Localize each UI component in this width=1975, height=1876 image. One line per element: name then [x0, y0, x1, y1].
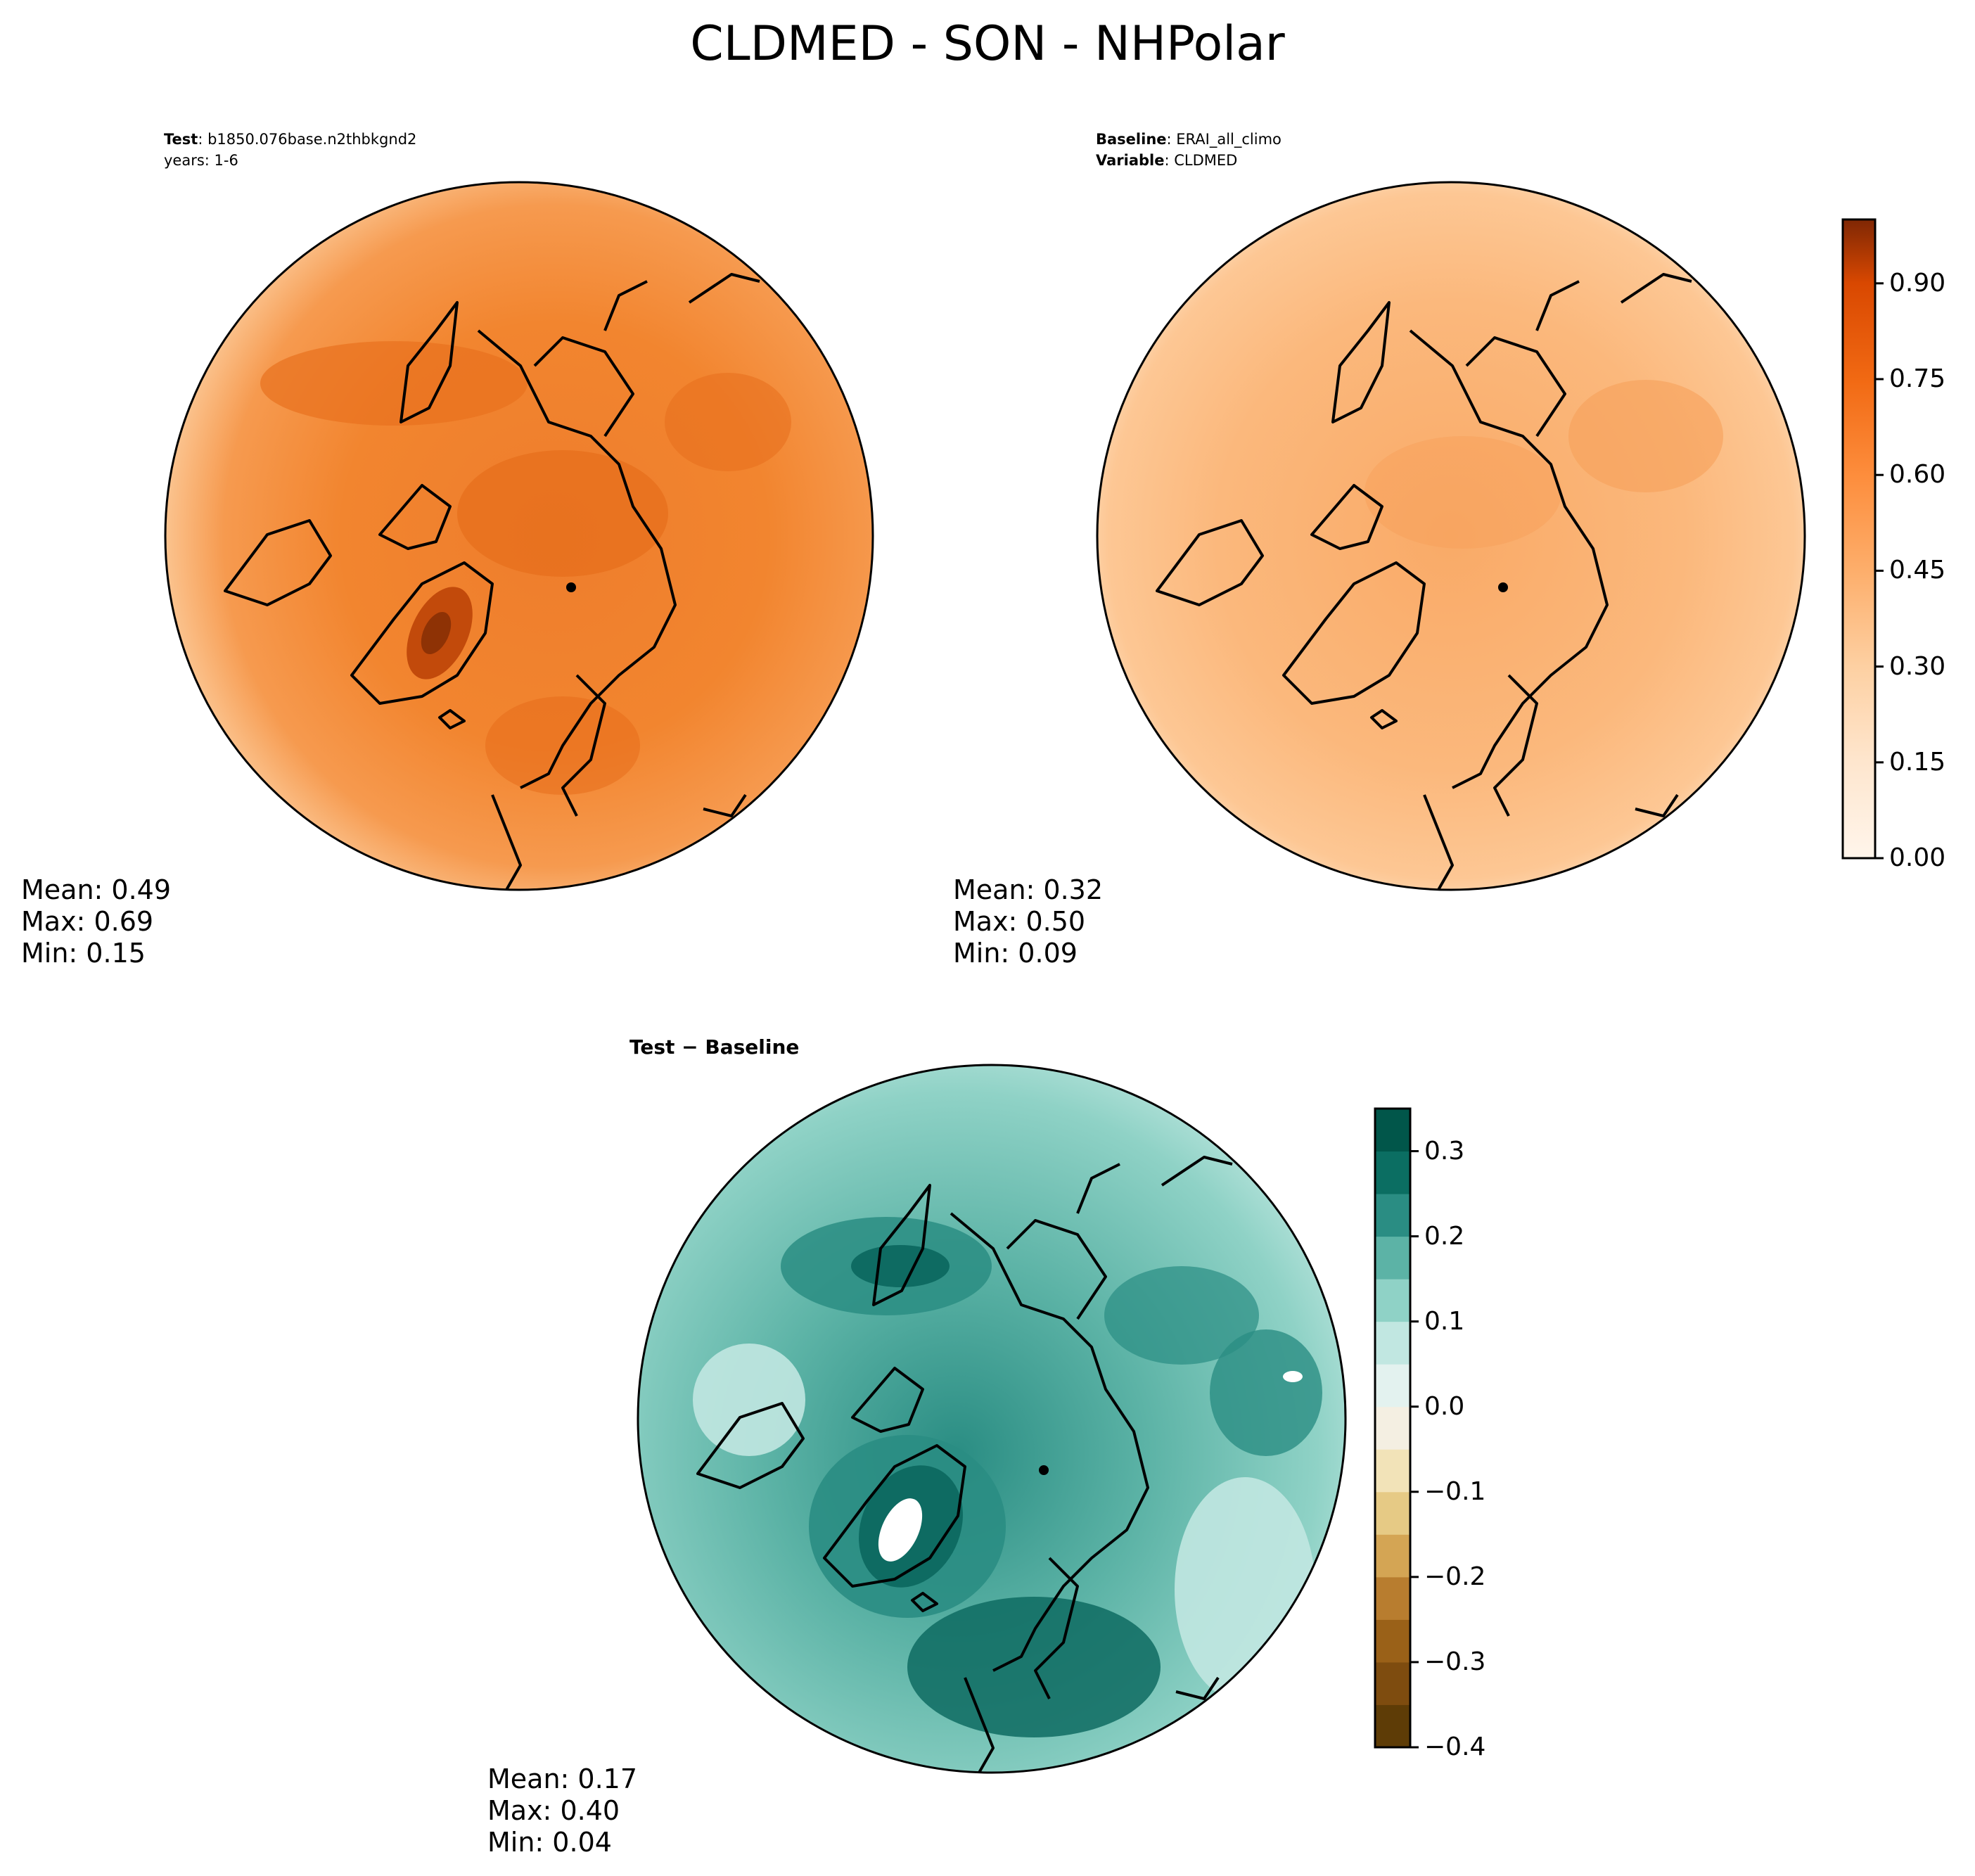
test-min: Min: 0.15	[21, 938, 146, 969]
difference-panel-header: Test − Baseline	[629, 1035, 800, 1059]
test-mean: Mean: 0.49	[21, 874, 172, 905]
variable-name: : CLDMED	[1164, 152, 1238, 169]
colorbar-tick-label: 0.2	[1424, 1221, 1465, 1251]
colorbar-tick-label: 0.3	[1424, 1136, 1465, 1166]
test-header-label: Test	[164, 131, 198, 148]
difference-map	[637, 1064, 1347, 1774]
variable-header-label: Variable	[1096, 152, 1165, 169]
colorbar-band	[1375, 1449, 1410, 1493]
colorbar-frame	[1374, 1107, 1412, 1749]
colorbar-tick-label: −0.2	[1424, 1562, 1486, 1591]
colorbar-tick-label: 0.75	[1889, 364, 1946, 393]
main-colorbar	[1841, 218, 1884, 860]
colorbar-tick-label: 0.1	[1424, 1306, 1465, 1336]
figure-title: CLDMED - SON - NHPolar	[690, 16, 1285, 72]
colorbar-band	[1375, 1491, 1410, 1535]
baseline-coastlines	[1156, 273, 1692, 890]
baseline-stats: Mean: 0.32 Max: 0.50 Min: 0.09	[953, 874, 1103, 969]
colorbar-tick-label: −0.1	[1424, 1476, 1486, 1506]
colorbar-band	[1375, 1109, 1410, 1152]
baseline-map-boundary	[1096, 181, 1806, 891]
colorbar-band	[1375, 1151, 1410, 1194]
colorbar-band	[1375, 1534, 1410, 1578]
difference-colorbar	[1374, 1107, 1419, 1749]
colorbar-tick-label: 0.00	[1889, 843, 1946, 872]
colorbar-band	[1375, 1661, 1410, 1705]
colorbar-tick-label: 0.15	[1889, 747, 1946, 777]
baseline-case-name: : ERAI_all_climo	[1166, 131, 1281, 148]
baseline-mean: Mean: 0.32	[953, 874, 1104, 905]
baseline-min: Min: 0.09	[953, 938, 1078, 969]
colorbar-frame	[1841, 218, 1877, 860]
colorbar-tick-label: 0.30	[1889, 651, 1946, 681]
colorbar-tick-label: 0.0	[1424, 1391, 1465, 1421]
colorbar-tick-label: −0.3	[1424, 1647, 1486, 1676]
difference-coastlines	[696, 1156, 1233, 1773]
test-max: Max: 0.69	[21, 906, 154, 937]
test-map-boundary	[164, 181, 874, 891]
colorbar-band	[1375, 1704, 1410, 1748]
colorbar-band	[1375, 1364, 1410, 1408]
colorbar-band	[1375, 1279, 1410, 1322]
test-panel-header: Test: b1850.076base.n2thbkgnd2 years: 1-…	[164, 129, 416, 171]
test-years: years: 1-6	[164, 152, 238, 169]
colorbar-tick-label: 0.60	[1889, 460, 1946, 490]
test-case-name: : b1850.076base.n2thbkgnd2	[198, 131, 417, 148]
colorbar-tick-label: −0.4	[1424, 1733, 1486, 1761]
test-map	[164, 181, 874, 891]
colorbar-gradient	[1843, 219, 1875, 858]
difference-max: Max: 0.40	[487, 1795, 620, 1826]
colorbar-tick-label: 0.45	[1889, 556, 1946, 585]
baseline-header-label: Baseline	[1096, 131, 1167, 148]
colorbar-band	[1375, 1236, 1410, 1280]
difference-map-boundary	[637, 1064, 1347, 1774]
test-stats: Mean: 0.49 Max: 0.69 Min: 0.15	[21, 874, 171, 969]
baseline-max: Max: 0.50	[953, 906, 1086, 937]
colorbar-tick-label: 0.90	[1889, 268, 1946, 298]
difference-min: Min: 0.04	[487, 1827, 612, 1858]
difference-mean: Mean: 0.17	[487, 1763, 638, 1794]
baseline-panel-header: Baseline: ERAI_all_climo Variable: CLDME…	[1096, 129, 1281, 171]
colorbar-band	[1375, 1194, 1410, 1237]
difference-stats: Mean: 0.17 Max: 0.40 Min: 0.04	[487, 1763, 637, 1858]
baseline-map	[1096, 181, 1806, 891]
colorbar-band	[1375, 1576, 1410, 1620]
colorbar-band	[1375, 1406, 1410, 1450]
test-coastlines	[224, 273, 760, 890]
colorbar-band	[1375, 1321, 1410, 1365]
colorbar-band	[1375, 1619, 1410, 1663]
